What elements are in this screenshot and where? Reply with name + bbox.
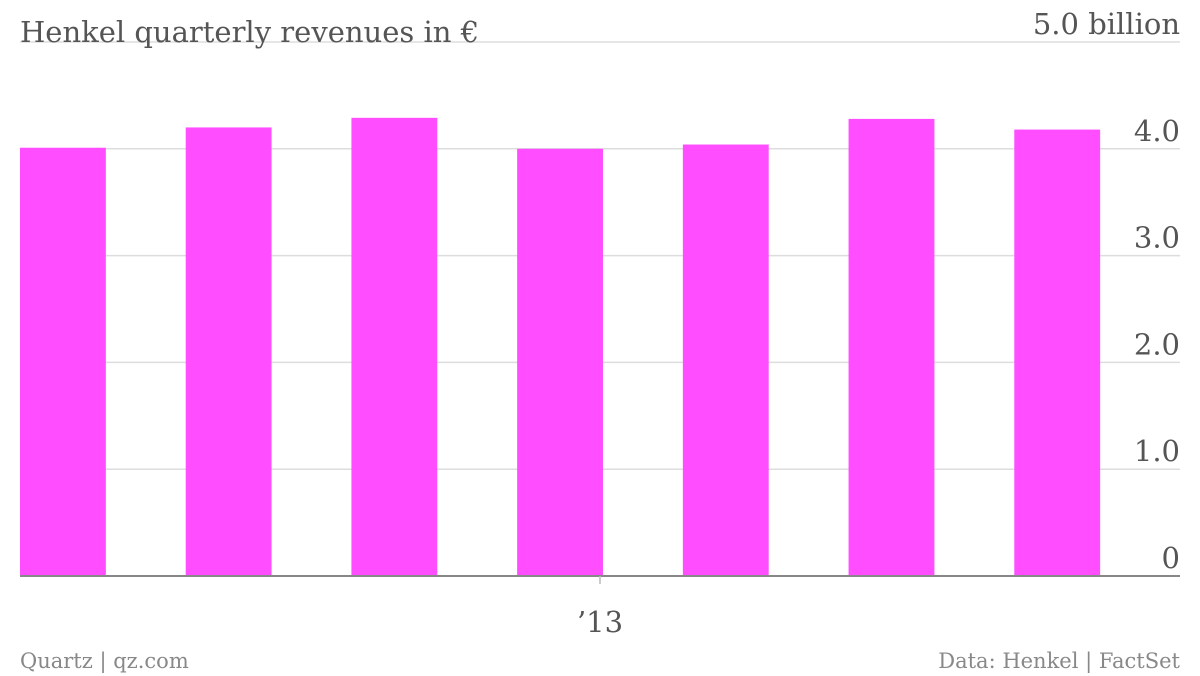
x-tick-label: ’13 bbox=[577, 605, 623, 639]
bar bbox=[185, 127, 272, 576]
bar bbox=[351, 117, 438, 576]
bar bbox=[848, 118, 935, 576]
y-tick-label: 3.0 bbox=[1134, 221, 1180, 255]
y-tick-label: 4.0 bbox=[1134, 114, 1180, 148]
bar bbox=[517, 148, 603, 577]
bar bbox=[1014, 129, 1101, 577]
y-axis-ticks: 0 1.0 2.0 3.0 4.0 5.0 billion bbox=[1033, 7, 1180, 575]
source-credit: Quartz | qz.com bbox=[20, 649, 189, 674]
bar bbox=[682, 144, 769, 576]
y-tick-label: 0 bbox=[1162, 541, 1180, 575]
y-tick-label: 1.0 bbox=[1134, 434, 1180, 468]
y-tick-label: 5.0 billion bbox=[1033, 7, 1180, 41]
y-tick-label: 2.0 bbox=[1134, 327, 1180, 361]
bars bbox=[20, 117, 1101, 577]
x-axis-ticks: ’13 bbox=[577, 576, 623, 639]
bar bbox=[20, 147, 106, 576]
chart-title: Henkel quarterly revenues in € bbox=[20, 15, 479, 49]
data-source: Data: Henkel | FactSet bbox=[938, 649, 1180, 674]
